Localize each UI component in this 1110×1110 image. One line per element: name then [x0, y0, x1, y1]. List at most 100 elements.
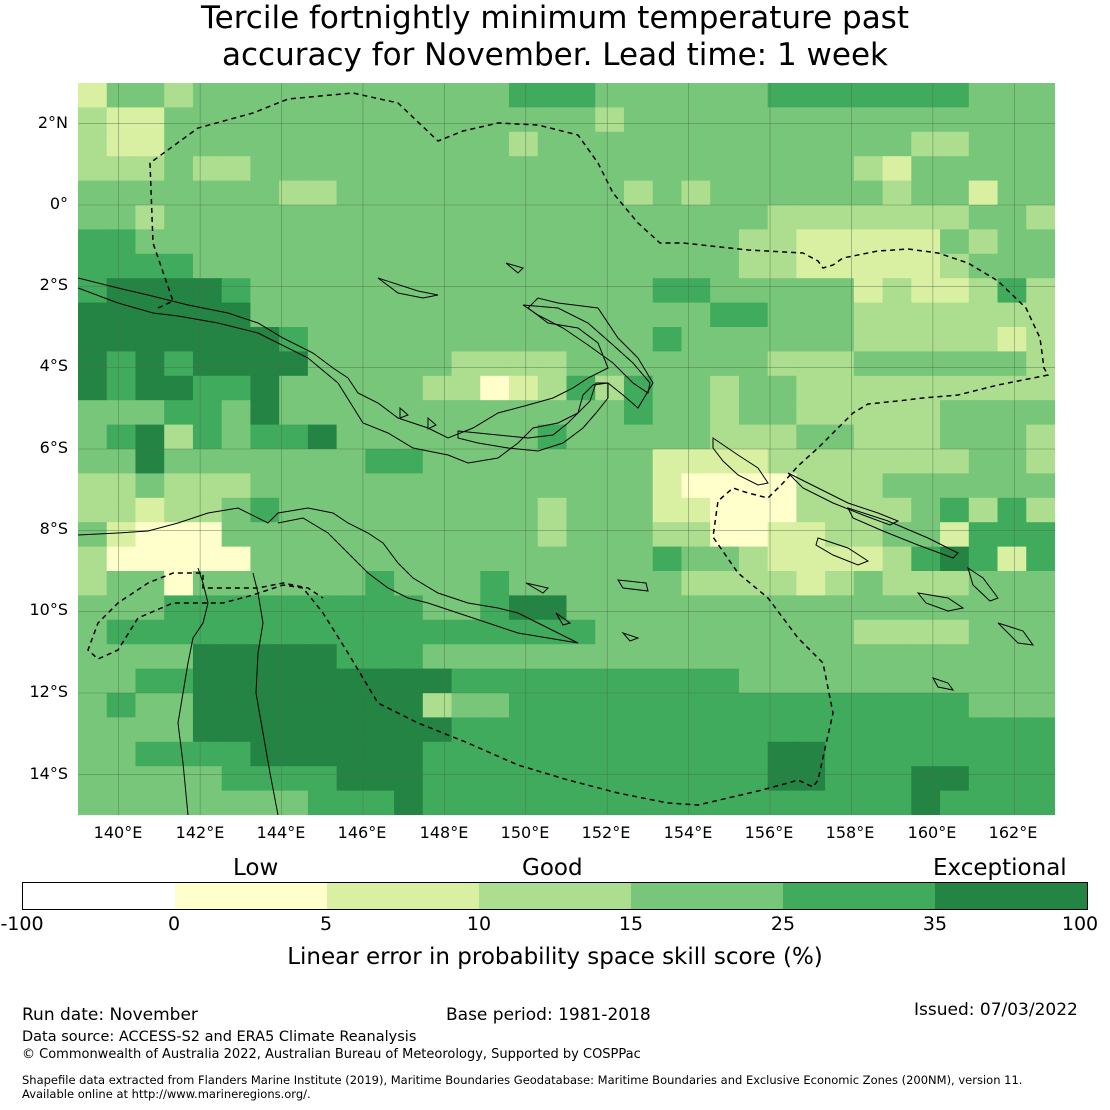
skill-cell: [1026, 644, 1055, 670]
skill-cell: [767, 205, 797, 230]
skill-cell: [652, 302, 683, 328]
skill-cell: [968, 83, 999, 108]
skill-cell: [451, 107, 481, 133]
skill-cell: [365, 497, 395, 523]
skill-cell: [652, 473, 683, 499]
skill-cell: [480, 473, 510, 499]
skill-cell: [509, 546, 539, 572]
skill-cell: [710, 156, 740, 182]
colorbar: [22, 882, 1088, 910]
lon-label-140e: 140°E: [93, 823, 143, 842]
skill-cell: [1026, 83, 1055, 108]
skill-cell: [279, 400, 309, 426]
skill-cell: [279, 131, 309, 157]
skill-cell: [192, 229, 223, 255]
skill-cell: [537, 375, 568, 401]
skill-cell: [78, 400, 108, 426]
skill-cell: [595, 595, 625, 621]
skill-cell: [681, 424, 711, 450]
skill-cell: [135, 497, 165, 523]
skill-cell: [394, 107, 424, 133]
skill-cell: [164, 156, 194, 182]
skill-cell: [796, 790, 826, 815]
skill-cell: [164, 595, 194, 621]
skill-cell: [537, 497, 568, 523]
skill-cell: [279, 205, 309, 230]
skill-cell: [480, 180, 510, 206]
skill-cell: [825, 571, 855, 596]
skill-cell: [451, 302, 481, 328]
skill-cell: [882, 522, 912, 548]
skill-cell: [164, 180, 194, 206]
skill-cell: [221, 180, 252, 206]
skill-cell: [164, 522, 194, 548]
skill-cell: [279, 302, 309, 328]
skill-cell: [968, 644, 999, 670]
skill-cell: [78, 278, 108, 304]
skill-cell: [652, 400, 683, 426]
lat-label-14s: 14°S: [29, 764, 68, 783]
skill-cell: [164, 449, 194, 474]
skill-cell: [1026, 790, 1055, 815]
skill-cell: [135, 644, 165, 670]
skill-cell: [192, 205, 223, 230]
skill-cell: [940, 571, 970, 596]
skill-cell: [1026, 229, 1055, 255]
skill-cell: [394, 449, 424, 474]
skill-cell: [997, 156, 1027, 182]
skill-cell: [767, 424, 797, 450]
skill-cell: [221, 741, 252, 767]
skill-cell: [336, 107, 366, 133]
skill-cell: [767, 522, 797, 548]
skill-cell: [221, 522, 252, 548]
skill-cell: [250, 351, 280, 377]
skill-cell: [537, 644, 568, 670]
skill-cell: [882, 229, 912, 255]
skill-cell: [336, 205, 366, 230]
skill-cell: [192, 449, 223, 474]
skill-cell: [652, 375, 683, 401]
skill-cell: [250, 644, 280, 670]
skill-cell: [1026, 693, 1055, 718]
skill-cell: [394, 693, 424, 718]
colorbar-segment-4: [479, 883, 631, 909]
skill-cell: [681, 571, 711, 596]
skill-cell: [192, 790, 223, 815]
skill-cell: [825, 375, 855, 401]
skill-cell: [106, 107, 137, 133]
skill-cell: [767, 766, 797, 792]
skill-cell: [221, 619, 252, 645]
skill-cell: [164, 766, 194, 792]
skill-cell: [796, 180, 826, 206]
skill-cell: [997, 131, 1027, 157]
skill-cell: [681, 229, 711, 255]
skill-cell: [537, 424, 568, 450]
skill-cell: [135, 693, 165, 718]
skill-cell: [825, 766, 855, 792]
skill-cell: [336, 546, 366, 572]
skill-cell: [940, 449, 970, 474]
skill-cell: [307, 668, 338, 694]
skill-cell: [451, 424, 481, 450]
skill-cell: [997, 644, 1027, 670]
skill-cell: [394, 522, 424, 548]
skill-cell: [767, 229, 797, 255]
skill-cell: [164, 741, 194, 767]
skill-cell: [221, 253, 252, 279]
skill-cell: [336, 449, 366, 474]
skill-cell: [1026, 595, 1055, 621]
skill-cell: [911, 156, 941, 182]
skill-cell: [192, 375, 223, 401]
skill-cell: [279, 156, 309, 182]
skill-cell: [825, 205, 855, 230]
skill-cell: [911, 497, 941, 523]
skill-cell: [825, 253, 855, 279]
skill-cell: [566, 400, 596, 426]
skill-cell: [940, 546, 970, 572]
skill-cell: [681, 107, 711, 133]
skill-cell: [853, 351, 884, 377]
skill-cell: [307, 644, 338, 670]
skill-cell: [968, 156, 999, 182]
skill-cell: [911, 449, 941, 474]
lon-label-142e: 142°E: [175, 823, 225, 842]
